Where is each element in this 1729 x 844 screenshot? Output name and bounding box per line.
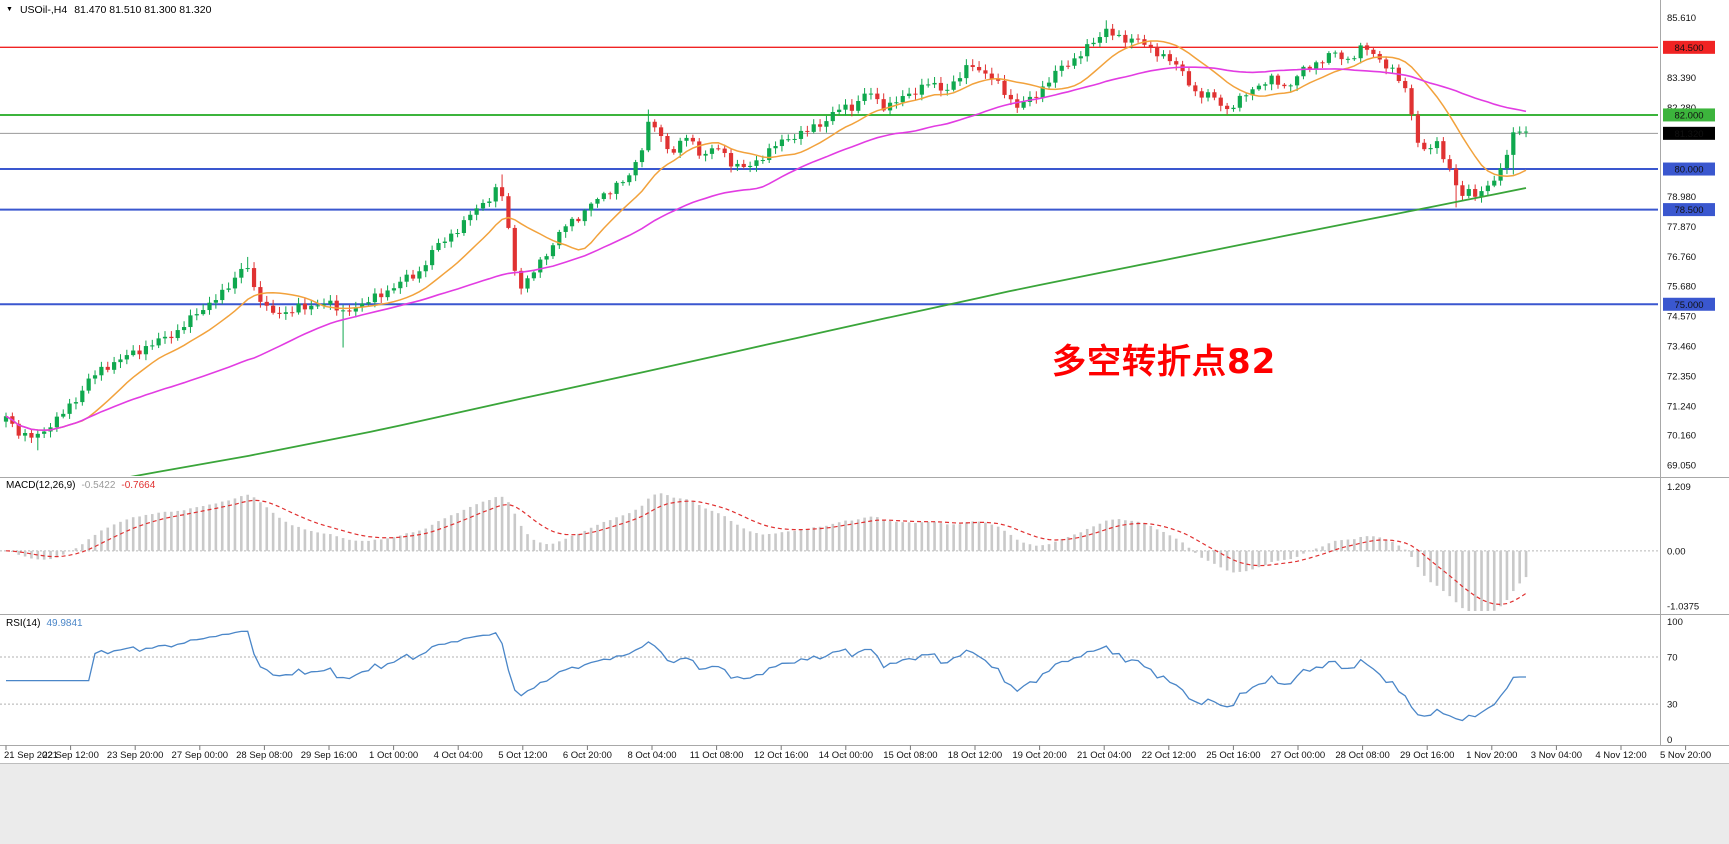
macd-tick: 1.209 <box>1667 482 1691 493</box>
price-tick: 77.870 <box>1667 222 1696 233</box>
time-label: 29 Oct 16:00 <box>1400 750 1454 761</box>
time-label: 15 Oct 08:00 <box>883 750 937 761</box>
time-label: 12 Oct 16:00 <box>754 750 808 761</box>
svg-text:84.500: 84.500 <box>1674 43 1703 54</box>
time-label: 23 Sep 20:00 <box>107 750 164 761</box>
macd-tick: -1.0375 <box>1667 602 1699 613</box>
time-label: 22 Sep 12:00 <box>42 750 99 761</box>
price-box-82.000 <box>1663 108 1715 122</box>
ohlc-values: 81.470 81.510 81.300 81.320 <box>74 4 212 16</box>
macd-histogram <box>11 493 1528 611</box>
time-label: 18 Oct 12:00 <box>948 750 1002 761</box>
macd-value-main: -0.5422 <box>81 480 116 491</box>
time-label: 3 Nov 04:00 <box>1531 750 1582 761</box>
rsi-tick: 70 <box>1667 653 1678 664</box>
symbol-bar: ▼ USOil-,H4 81.470 81.510 81.300 81.320 <box>6 4 211 16</box>
price-tick: 72.350 <box>1667 371 1696 382</box>
price-tick: 83.390 <box>1667 73 1696 84</box>
price-tick: 73.460 <box>1667 341 1696 352</box>
price-box-75.000 <box>1663 297 1715 311</box>
ma-slow-line <box>130 187 1527 476</box>
time-label: 4 Nov 12:00 <box>1595 750 1646 761</box>
candles <box>3 20 1529 451</box>
price-box-80.000 <box>1663 162 1715 176</box>
rsi-line <box>6 630 1526 722</box>
macd-value-signal: -0.7664 <box>121 480 156 491</box>
price-tick: 82.280 <box>1667 103 1696 114</box>
price-tick: 71.240 <box>1667 401 1696 412</box>
macd-tick: 0.00 <box>1667 546 1686 557</box>
rsi-panel[interactable] <box>0 630 1658 722</box>
time-label: 21 Sep 2021 <box>4 750 58 761</box>
ma-fast-line <box>5 40 1527 431</box>
time-label: 8 Oct 04:00 <box>627 750 676 761</box>
price-tick: 70.160 <box>1667 431 1696 442</box>
price-tick: 78.980 <box>1667 192 1696 203</box>
time-label: 1 Nov 20:00 <box>1466 750 1517 761</box>
time-label: 11 Oct 08:00 <box>690 750 744 761</box>
svg-text:81.320: 81.320 <box>1674 129 1703 140</box>
time-label: 14 Oct 00:00 <box>819 750 873 761</box>
rsi-indicator-label: RSI(14) 49.9841 <box>6 618 83 629</box>
macd-signal-line <box>5 499 1527 606</box>
time-label: 28 Oct 08:00 <box>1335 750 1389 761</box>
time-label: 6 Oct 20:00 <box>563 750 612 761</box>
svg-text:78.500: 78.500 <box>1674 205 1703 216</box>
svg-text:82.000: 82.000 <box>1674 110 1703 121</box>
time-label: 5 Nov 20:00 <box>1660 750 1711 761</box>
price-tick: 74.570 <box>1667 311 1696 322</box>
time-label: 22 Oct 12:00 <box>1142 750 1196 761</box>
price-box-81.320 <box>1663 126 1715 140</box>
time-label: 28 Sep 08:00 <box>236 750 293 761</box>
price-tick: 76.760 <box>1667 252 1696 263</box>
price-panel[interactable] <box>0 20 1658 496</box>
time-label: 5 Oct 12:00 <box>498 750 547 761</box>
time-label: 27 Oct 00:00 <box>1271 750 1325 761</box>
price-tick: 69.050 <box>1667 461 1696 472</box>
rsi-name: RSI(14) <box>6 618 41 629</box>
time-label: 1 Oct 00:00 <box>369 750 418 761</box>
time-label: 19 Oct 20:00 <box>1012 750 1066 761</box>
macd-indicator-label: MACD(12,26,9) -0.5422 -0.7664 <box>6 480 155 491</box>
rsi-value: 49.9841 <box>46 618 83 629</box>
price-box-84.500 <box>1663 40 1715 54</box>
ma-mid-line <box>5 66 1527 432</box>
annotation-text[interactable]: 多空转折点82 <box>1052 342 1277 382</box>
rsi-tick: 100 <box>1667 617 1683 628</box>
time-label: 29 Sep 16:00 <box>301 750 358 761</box>
price-box-78.500 <box>1663 203 1715 217</box>
svg-text:75.000: 75.000 <box>1674 300 1703 311</box>
rsi-tick: 30 <box>1667 700 1678 711</box>
rsi-tick: 0 <box>1667 735 1672 746</box>
time-label: 21 Oct 04:00 <box>1077 750 1131 761</box>
symbol-label: USOil-,H4 <box>19 4 68 16</box>
svg-text:80.000: 80.000 <box>1674 165 1703 176</box>
symbol-dropdown-icon[interactable]: ▼ <box>6 6 13 13</box>
time-label: 25 Oct 16:00 <box>1206 750 1260 761</box>
macd-panel[interactable] <box>0 493 1658 611</box>
price-tick: 85.610 <box>1667 13 1696 24</box>
price-tick: 75.680 <box>1667 281 1696 292</box>
time-label: 27 Sep 00:00 <box>172 750 229 761</box>
price-axis[interactable]: 85.610 83.390 82.280 78.980 77.870 76.760 75.6… <box>1663 13 1715 746</box>
macd-name: MACD(12,26,9) <box>6 480 76 491</box>
time-label: 4 Oct 04:00 <box>434 750 483 761</box>
bottom-spacer <box>0 763 1729 844</box>
panel-separators <box>0 0 1729 746</box>
